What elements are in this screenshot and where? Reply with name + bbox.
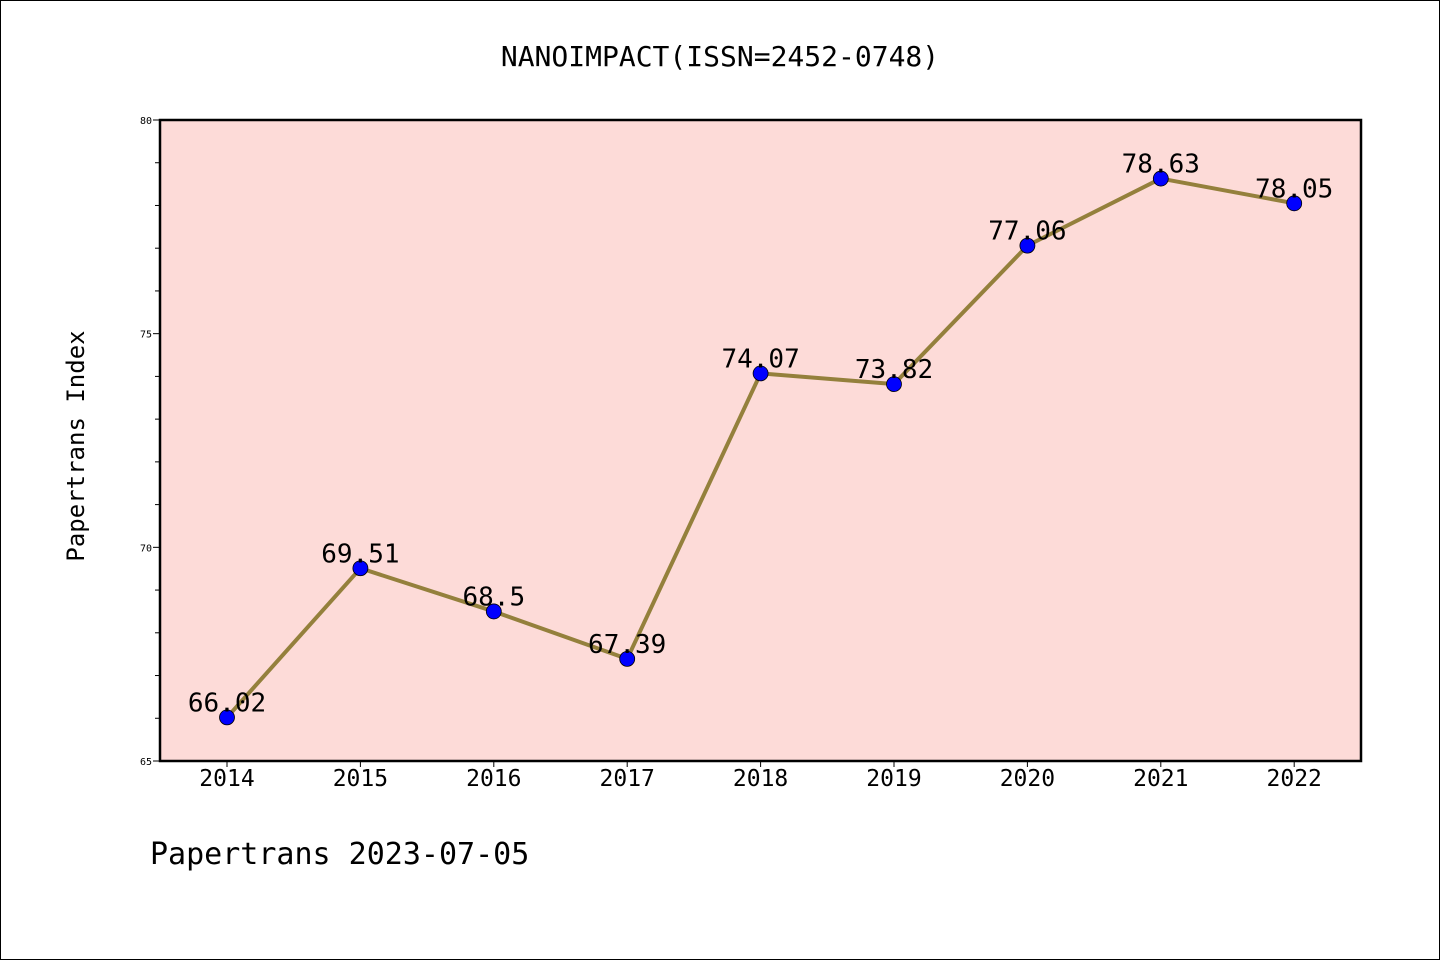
data-label: 67.39 (588, 630, 666, 660)
x-tick-label: 2015 (333, 766, 388, 792)
chart-title: NANOIMPACT(ISSN=2452-0748) (501, 40, 939, 73)
x-tick-label: 2022 (1267, 766, 1322, 792)
x-tick-label: 2020 (1000, 766, 1055, 792)
plot-frame (158, 118, 1363, 763)
data-point (1019, 237, 1036, 254)
series-layer: 66.02 69.51 68.5 67.39 74.07 73.82 77.06 78.63 7… (188, 150, 1333, 726)
x-tick-label: 2019 (866, 766, 921, 792)
data-point (219, 709, 235, 726)
plot-area (160, 120, 1361, 761)
data-label: 66.02 (188, 688, 266, 718)
data-point (1152, 170, 1169, 187)
x-axis: 2014 2015 2016 2017 2018 2019 2020 2021 2022 (199, 761, 1322, 792)
x-tick-label: 2021 (1133, 766, 1188, 792)
y-axis: 65 70 75 80 (140, 116, 160, 768)
data-label: 78.05 (1255, 174, 1333, 204)
x-tick-label: 2016 (466, 766, 521, 792)
data-label: 69.51 (321, 539, 399, 569)
data-point (886, 376, 902, 392)
data-point (485, 603, 502, 620)
footer-text: Papertrans 2023-07-05 (150, 837, 529, 872)
x-tick-label: 2018 (733, 766, 788, 792)
data-point (1286, 195, 1303, 212)
data-point (619, 650, 636, 667)
data-label: 77.06 (988, 217, 1066, 247)
x-tick-label: 2014 (199, 766, 254, 792)
y-tick-label: 70 (140, 543, 152, 554)
data-label: 78.63 (1122, 150, 1200, 180)
data-point (352, 560, 369, 577)
x-tick-label: 2017 (600, 766, 655, 792)
y-tick-label: 80 (140, 116, 152, 127)
y-axis-label: Papertrans Index (62, 330, 90, 561)
data-label: 73.82 (855, 355, 933, 385)
data-label: 74.07 (721, 344, 799, 374)
data-label: 68.5 (462, 582, 525, 612)
y-tick-label: 75 (140, 330, 152, 341)
data-point (752, 365, 769, 382)
y-tick-label: 65 (140, 757, 152, 768)
